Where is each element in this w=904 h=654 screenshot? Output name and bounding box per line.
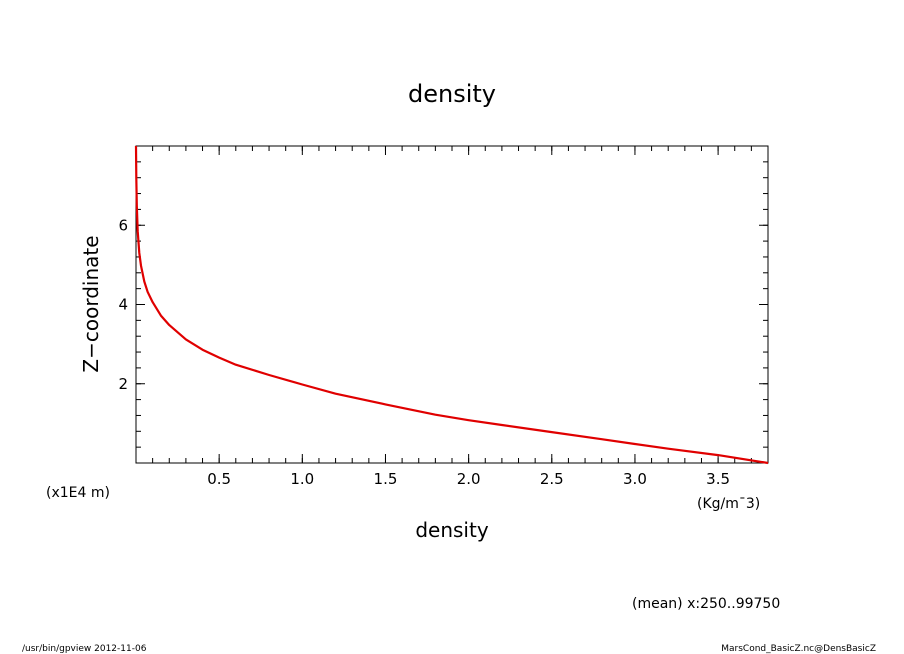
x-axis-label: density — [415, 518, 488, 542]
x-tick-label: 2.0 — [457, 470, 481, 488]
chart-title: density — [408, 80, 496, 108]
series-line-density — [134, 145, 769, 465]
y-tick-labels: 2 4 6 — [118, 216, 128, 393]
y-tick-label: 4 — [118, 296, 128, 314]
y-unit-label: (x1E4 m) — [46, 485, 110, 501]
x-tick-label: 3.5 — [706, 470, 730, 488]
y-tick-label: 2 — [118, 375, 128, 393]
major-ticks — [136, 146, 768, 463]
y-tick-label: 6 — [118, 216, 128, 234]
x-tick-labels: 0.5 1.0 1.5 2.0 2.5 3.0 3.5 — [207, 470, 730, 488]
x-unit-label: (Kg/m¯3) — [697, 496, 760, 512]
plot-frame — [135, 145, 769, 464]
x-tick-label: 1.5 — [374, 470, 398, 488]
y-axis-label: Z−coordinate — [79, 235, 103, 372]
x-tick-label: 2.5 — [540, 470, 564, 488]
footer-program-date: /usr/bin/gpview 2012-11-06 — [22, 644, 147, 654]
x-tick-label: 0.5 — [207, 470, 231, 488]
minor-ticks — [136, 146, 768, 463]
mean-range-label: (mean) x:250..99750 — [632, 596, 780, 612]
footer-source-file: MarsCond_BasicZ.nc@DensBasicZ — [721, 644, 876, 654]
x-tick-label: 1.0 — [290, 470, 314, 488]
plot-area: 0.5 1.0 1.5 2.0 2.5 3.0 3.5 2 4 6 — [118, 145, 769, 488]
x-tick-label: 3.0 — [623, 470, 647, 488]
